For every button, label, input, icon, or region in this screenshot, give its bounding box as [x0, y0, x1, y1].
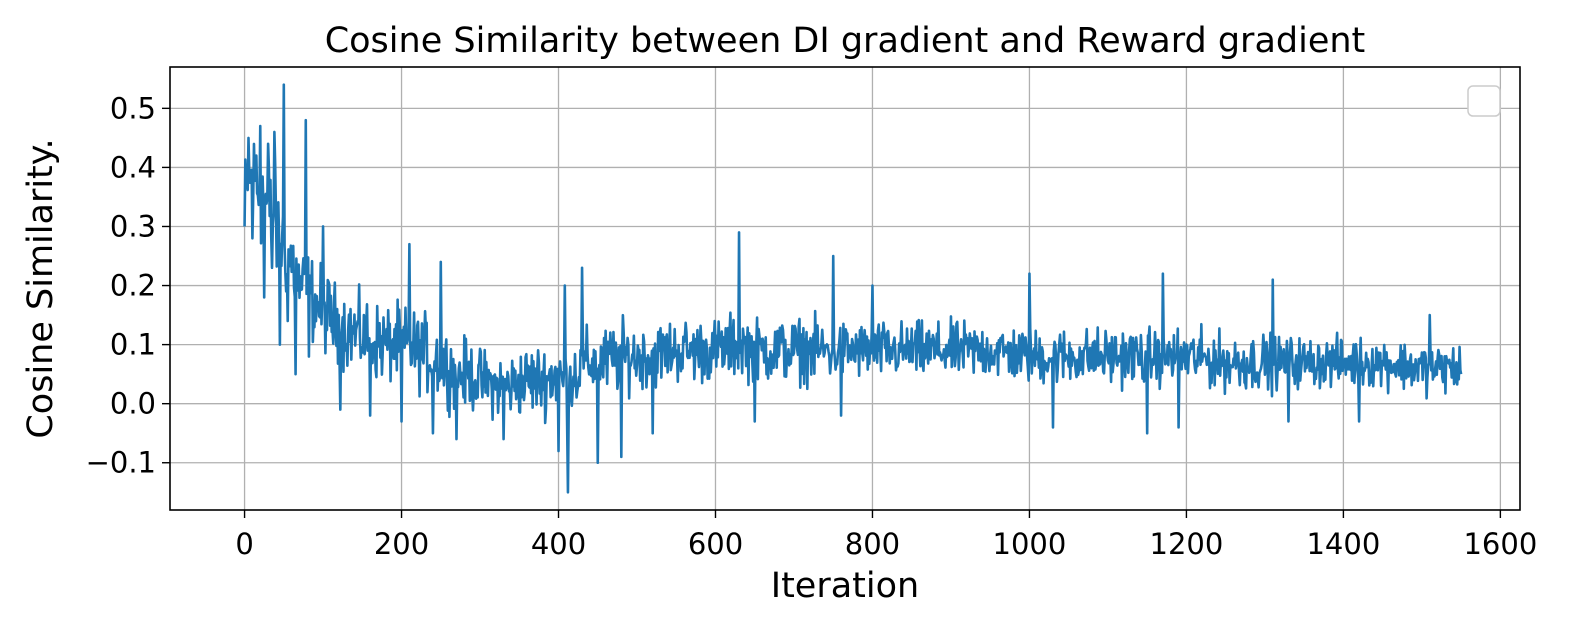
series-layer [243, 83, 1463, 494]
y-tick-label: 0.1 [110, 328, 156, 362]
x-tick-label: 1000 [993, 527, 1067, 561]
y-axis-ticks: −0.1 0.0 0.1 0.2 0.3 0.4 0.5 [86, 91, 170, 480]
series-line [243, 83, 1463, 494]
y-tick-label: 0.5 [110, 91, 156, 125]
legend-box [1467, 85, 1501, 117]
plot-area-frame [169, 66, 1521, 511]
y-tick-label: −0.1 [86, 446, 156, 480]
chart-title: Cosine Similarity between DI gradient an… [325, 21, 1366, 61]
x-axis-title: Iteration [771, 566, 919, 606]
grid [170, 67, 1520, 510]
x-tick-label: 1400 [1306, 527, 1380, 561]
x-tick-label: 1600 [1463, 527, 1537, 561]
x-tick-label: 400 [531, 527, 586, 561]
x-tick-label: 0 [235, 527, 253, 561]
x-tick-label: 600 [688, 527, 743, 561]
y-tick-label: 0.0 [110, 387, 156, 421]
y-tick-label: 0.3 [110, 209, 156, 243]
x-tick-label: 200 [374, 527, 429, 561]
x-tick-label: 800 [845, 527, 900, 561]
y-tick-label: 0.4 [110, 150, 156, 184]
y-axis-title: Cosine Similarity. [21, 138, 61, 438]
x-tick-label: 1200 [1150, 527, 1224, 561]
y-tick-label: 0.2 [110, 269, 156, 303]
x-axis-ticks: 0 200 400 600 800 1000 1200 1400 1600 [235, 510, 1537, 561]
